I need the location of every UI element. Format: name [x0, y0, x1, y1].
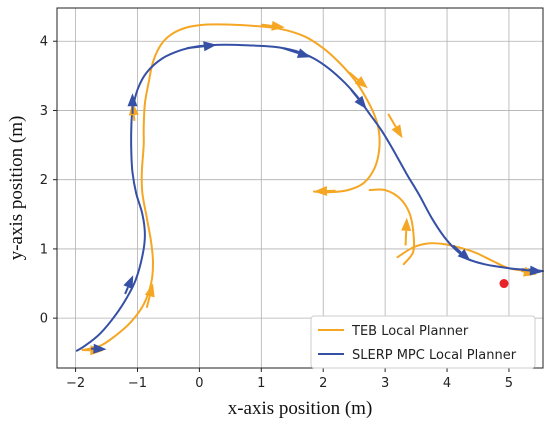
y-tick-label: 0	[40, 312, 48, 327]
trajectory-arrow-head	[391, 124, 403, 139]
y-tick-label: 3	[40, 104, 48, 119]
marker-layer	[499, 279, 509, 289]
trajectory-arrow-head	[128, 102, 139, 116]
x-tick-label: −2	[66, 376, 85, 391]
trajectory-arrow-shaft	[261, 23, 273, 27]
trajectory-arrow-shaft	[132, 114, 136, 121]
trajectory-arrow-head	[271, 20, 285, 31]
y-tick-label: 2	[40, 173, 48, 188]
x-tick-label: 2	[319, 376, 327, 391]
x-tick-label: −1	[128, 376, 147, 391]
trajectory-arrow-head	[123, 275, 134, 290]
trajectory-arrow-head	[296, 48, 311, 58]
series-line-slerp-mpc	[75, 43, 544, 352]
x-tick-label: 4	[443, 376, 451, 391]
trajectory-arrow-head	[457, 248, 471, 262]
trajectory-arrow-shaft	[124, 286, 129, 295]
y-axis-label: y-axis position (m)	[6, 116, 27, 261]
trajectory-arrow-head	[354, 95, 367, 110]
trajectory-arrow-head	[529, 265, 543, 276]
trajectory-arrow-shaft	[282, 47, 299, 55]
trajectory-arrow-shaft	[186, 45, 204, 50]
x-ticks: −2 −1 0 1 2 3 4 5	[66, 368, 513, 391]
x-axis-label: x-axis position (m)	[228, 398, 373, 419]
goal-marker	[499, 279, 509, 289]
y-ticks: 0 1 2 3 4	[40, 35, 57, 327]
series-line-teb	[368, 188, 416, 266]
trajectory-arrow-head	[93, 343, 107, 354]
trajectory-arrow-shaft	[452, 244, 462, 254]
x-tick-label: 3	[381, 376, 389, 391]
legend-label-slerp-mpc: SLERP MPC Local Planner	[352, 348, 517, 363]
trajectory-arrow-shaft	[348, 71, 359, 81]
arrow-layer	[81, 20, 543, 356]
trajectory-arrow-head	[203, 41, 217, 52]
y-tick-label: 4	[40, 35, 48, 50]
series-line-teb	[82, 23, 381, 351]
trajectory-arrow-head	[144, 283, 155, 298]
trajectory-arrow-head	[401, 217, 412, 231]
trajectory-arrow-head	[127, 93, 138, 107]
legend-label-teb: TEB Local Planner	[351, 324, 469, 339]
trajectory-arrow-shaft	[521, 268, 531, 272]
trajectory-arrow-shaft	[145, 295, 151, 309]
trajectory-arrow-shaft	[387, 113, 397, 128]
plot-background	[57, 8, 543, 368]
y-tick-label: 1	[40, 242, 48, 257]
x-tick-label: 0	[195, 376, 203, 391]
legend-box	[310, 315, 536, 369]
x-tick-label: 5	[505, 376, 513, 391]
trajectory-arrow-shaft	[350, 89, 360, 100]
legend: TEB Local Planner SLERP MPC Local Planne…	[310, 315, 536, 369]
trajectory-arrow-shaft	[404, 230, 408, 246]
trajectory-arrow-shaft	[521, 270, 525, 273]
plot-frame	[56, 7, 544, 369]
trajectory-arrow-head	[313, 186, 328, 196]
trajectory-arrow-head	[354, 76, 368, 89]
x-tick-label: 1	[257, 376, 265, 391]
series-layer	[75, 23, 544, 352]
